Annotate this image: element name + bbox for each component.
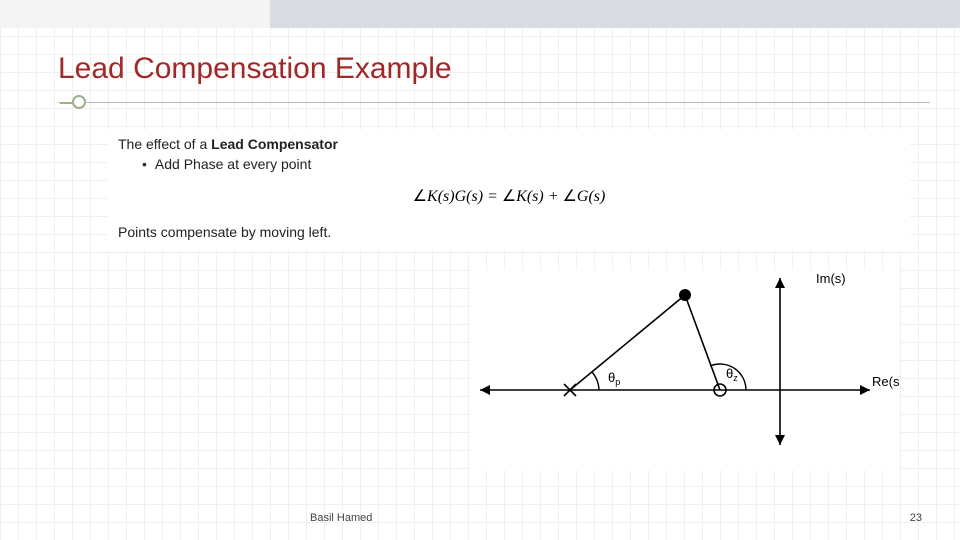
phase-equation: ∠K(s)G(s) = ∠K(s) + ∠G(s) <box>118 186 900 206</box>
re-axis-label: Re(s) <box>872 374 900 389</box>
title-underline <box>58 102 930 103</box>
svg-text:θp: θp <box>608 370 620 387</box>
top-band <box>0 0 960 28</box>
effect-bold: Lead Compensator <box>211 136 338 152</box>
root-locus-diagram: Im(s) Re(s) θp θz <box>470 270 900 470</box>
im-axis-label: Im(s) <box>816 271 846 286</box>
footer-author: Basil Hamed <box>310 512 372 524</box>
slide-title: Lead Compensation Example <box>58 52 452 86</box>
effect-text: The effect of a Lead Compensator <box>118 136 900 152</box>
svg-text:θz: θz <box>726 366 738 383</box>
top-band-accent <box>270 0 960 28</box>
footer-page-number: 23 <box>910 512 922 524</box>
title-bullet-icon <box>72 95 86 109</box>
bullet-add-phase: Add Phase at every point <box>142 156 900 172</box>
effect-prefix: The effect of a <box>118 136 211 152</box>
content-block: The effect of a Lead Compensator Add Pha… <box>108 130 910 250</box>
compensate-text: Points compensate by moving left. <box>118 224 900 240</box>
